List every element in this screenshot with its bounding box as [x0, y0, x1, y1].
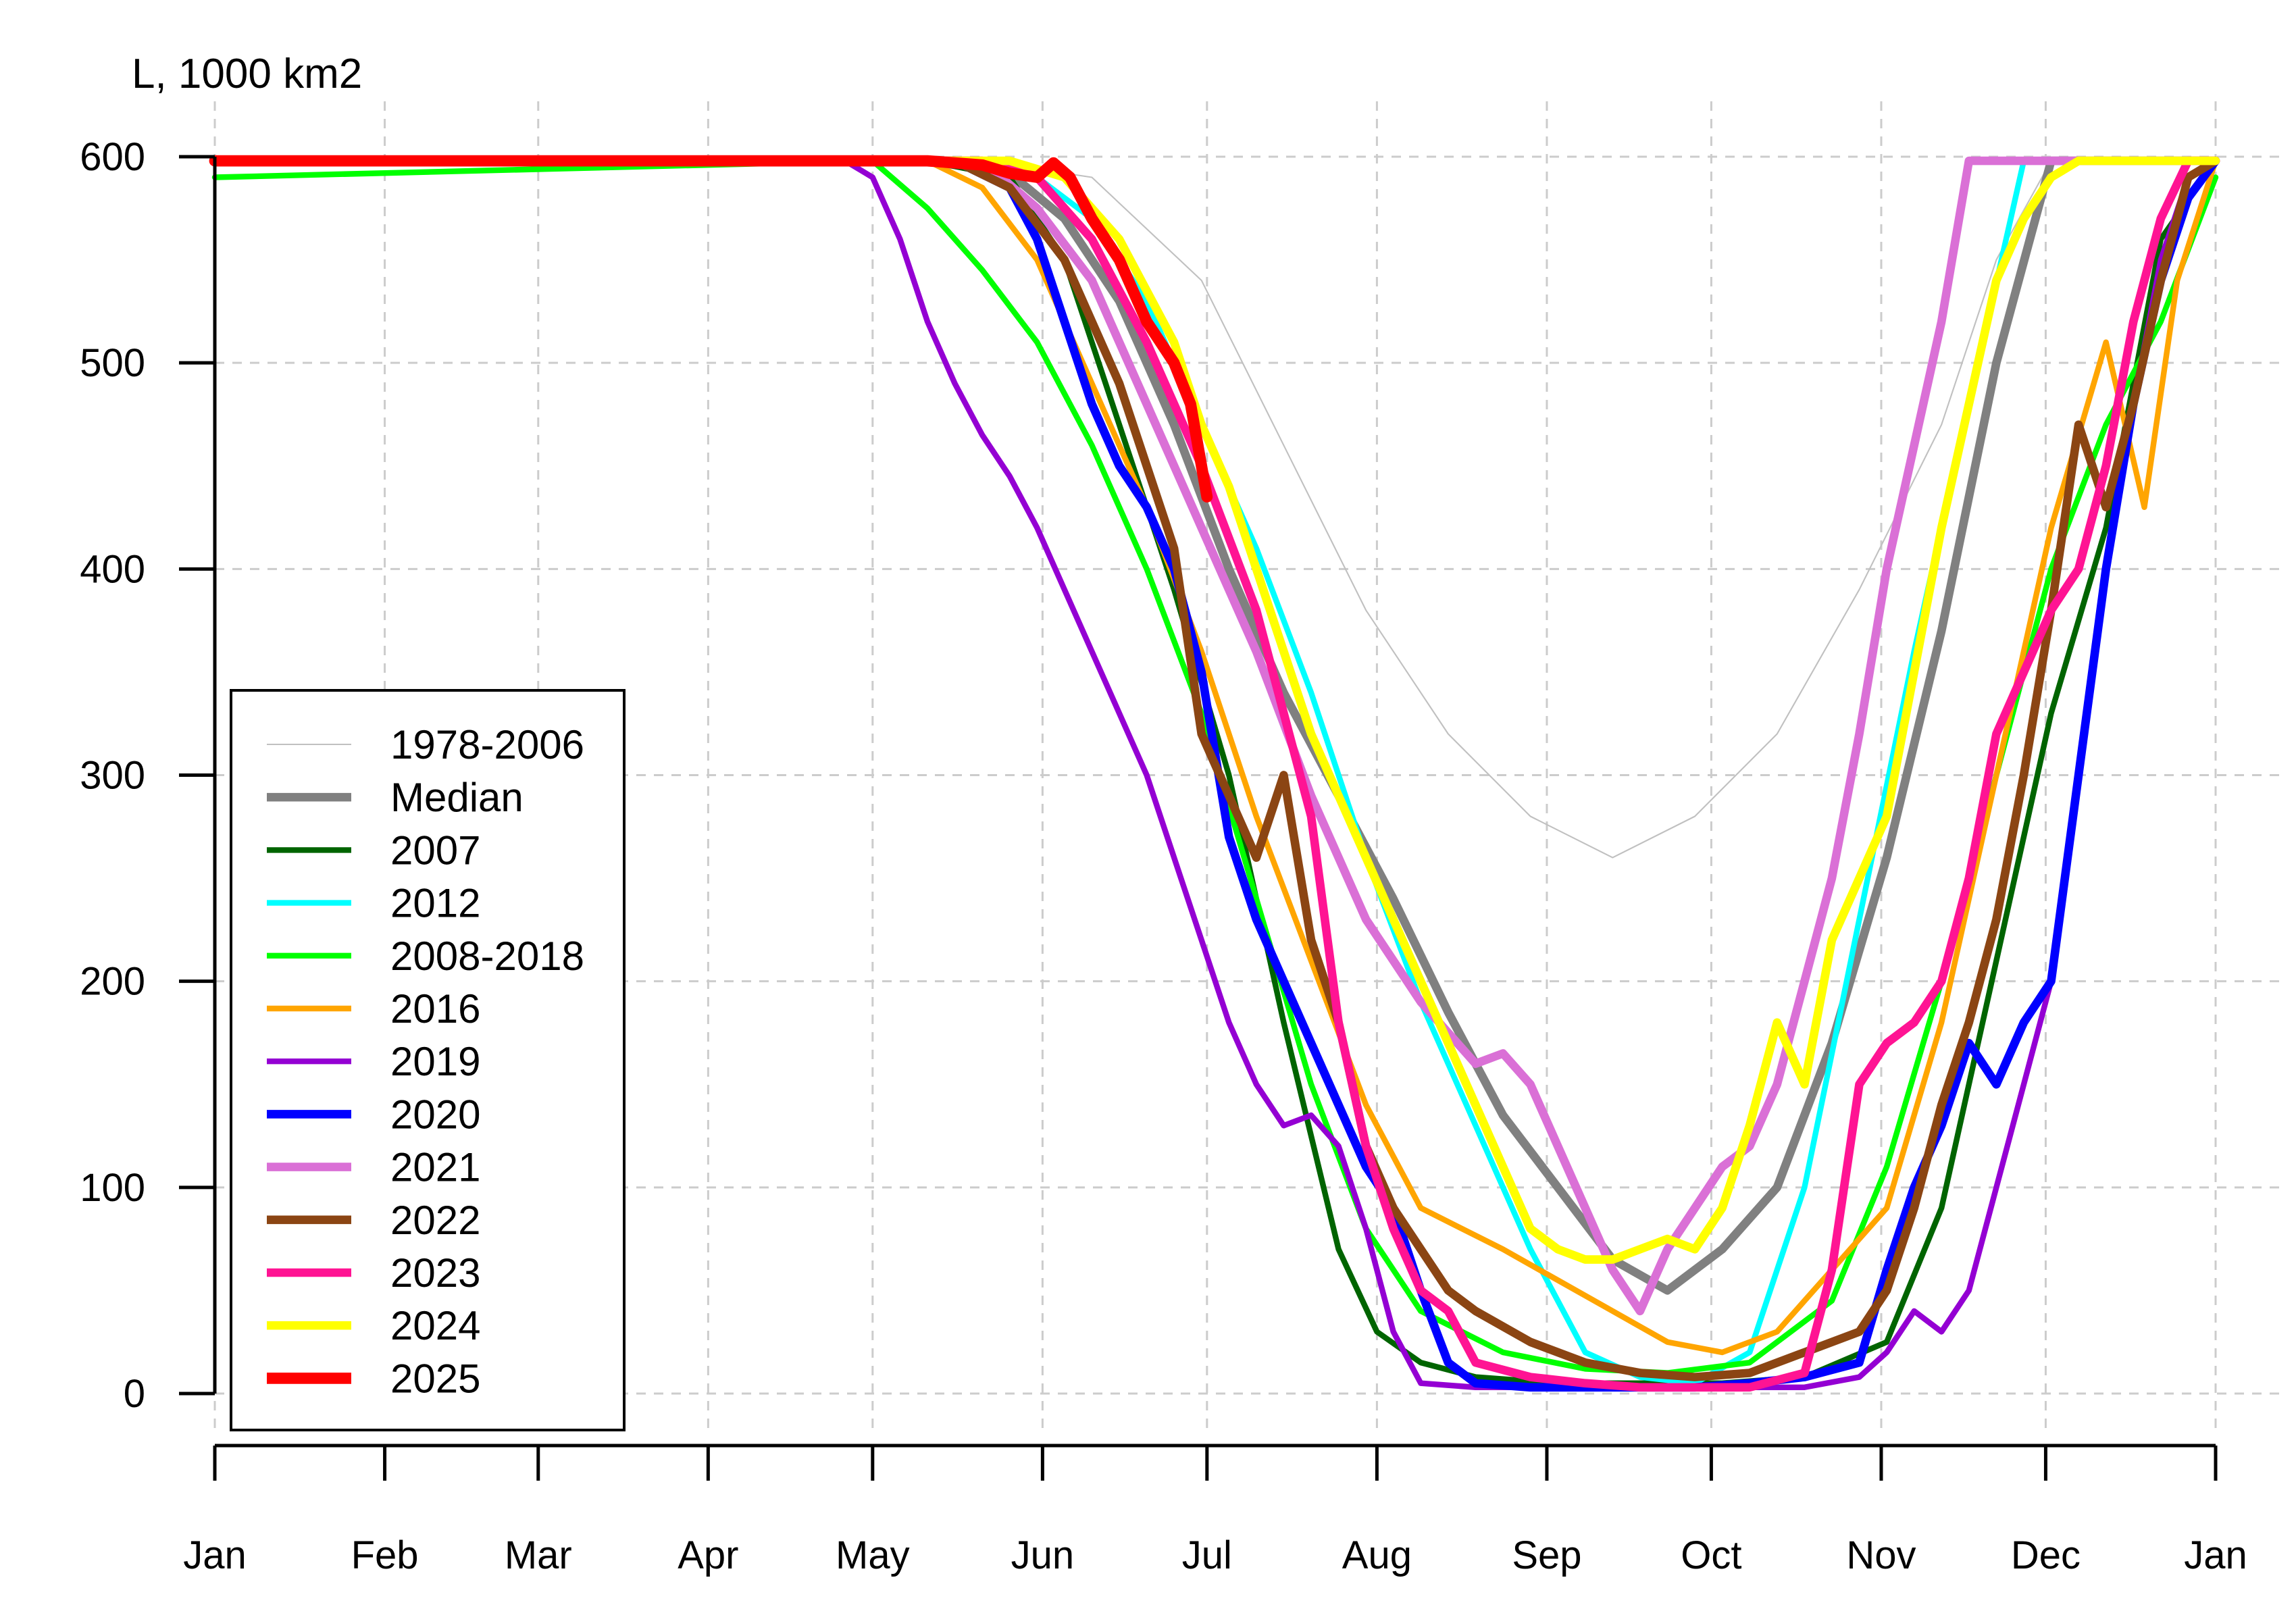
- series-line-2024: [210, 156, 2220, 1264]
- x-tick-label: Apr: [678, 1533, 738, 1577]
- legend-label: 2019: [390, 1039, 480, 1084]
- y-tick-label: 400: [80, 547, 145, 591]
- y-axis-label: L, 1000 km2: [132, 51, 362, 97]
- legend-label: 1978-2006: [390, 722, 584, 767]
- x-tick-label: Jan: [183, 1533, 247, 1577]
- legend-label: 2024: [390, 1303, 480, 1348]
- legend-label: 2016: [390, 986, 480, 1031]
- legend-label: 2007: [390, 827, 480, 873]
- y-tick-label: 600: [80, 135, 145, 179]
- series-line-2016: [211, 157, 2219, 1356]
- y-tick-label: 500: [80, 341, 145, 385]
- y-tick-label: 200: [80, 960, 145, 1004]
- legend-label: 2012: [390, 881, 480, 926]
- series-line-2025: [209, 155, 1213, 503]
- x-tick-label: Aug: [1342, 1533, 1412, 1577]
- x-tick-label: Nov: [1846, 1533, 1916, 1577]
- series-line-1978-2006: [213, 160, 2217, 859]
- legend-label: 2020: [390, 1092, 480, 1137]
- legend-label: Median: [390, 775, 524, 820]
- x-tick-label: Dec: [2011, 1533, 2081, 1577]
- x-tick-label: Feb: [351, 1533, 419, 1577]
- legend-label: 2023: [390, 1250, 480, 1296]
- legend-label: 2021: [390, 1145, 480, 1190]
- x-tick-label: Jun: [1011, 1533, 1075, 1577]
- x-tick-label: Sep: [1512, 1533, 1581, 1577]
- x-tick-label: Oct: [1681, 1533, 1741, 1577]
- series-group: [209, 155, 2220, 1392]
- x-tick-label: Jan: [2184, 1533, 2247, 1577]
- legend-label: 2025: [390, 1356, 480, 1401]
- y-tick-label: 0: [124, 1372, 145, 1416]
- series-line-2021: [210, 156, 2220, 1316]
- x-tick-label: Mar: [505, 1533, 572, 1577]
- x-tick-label: Jul: [1182, 1533, 1232, 1577]
- series-line-2020: [210, 156, 2220, 1392]
- legend-label: 2008-2018: [390, 934, 584, 979]
- x-tick-label: May: [836, 1533, 910, 1577]
- y-tick-label: 300: [80, 754, 145, 798]
- axes: 0 100 200 300 400 500 600 Jan Feb Mar Apr May Jun Jul…: [80, 135, 2247, 1577]
- legend: 1978-2006 Median 2007 2012 2008-2018 2016 2019…: [230, 689, 626, 1431]
- legend-label: 2022: [390, 1198, 480, 1243]
- series-line-2023: [210, 156, 2220, 1392]
- series-line-2019: [211, 157, 2219, 1391]
- series-line-Median: [210, 156, 2220, 1295]
- series-line-2007: [211, 157, 2219, 1386]
- y-tick-label: 100: [80, 1166, 145, 1210]
